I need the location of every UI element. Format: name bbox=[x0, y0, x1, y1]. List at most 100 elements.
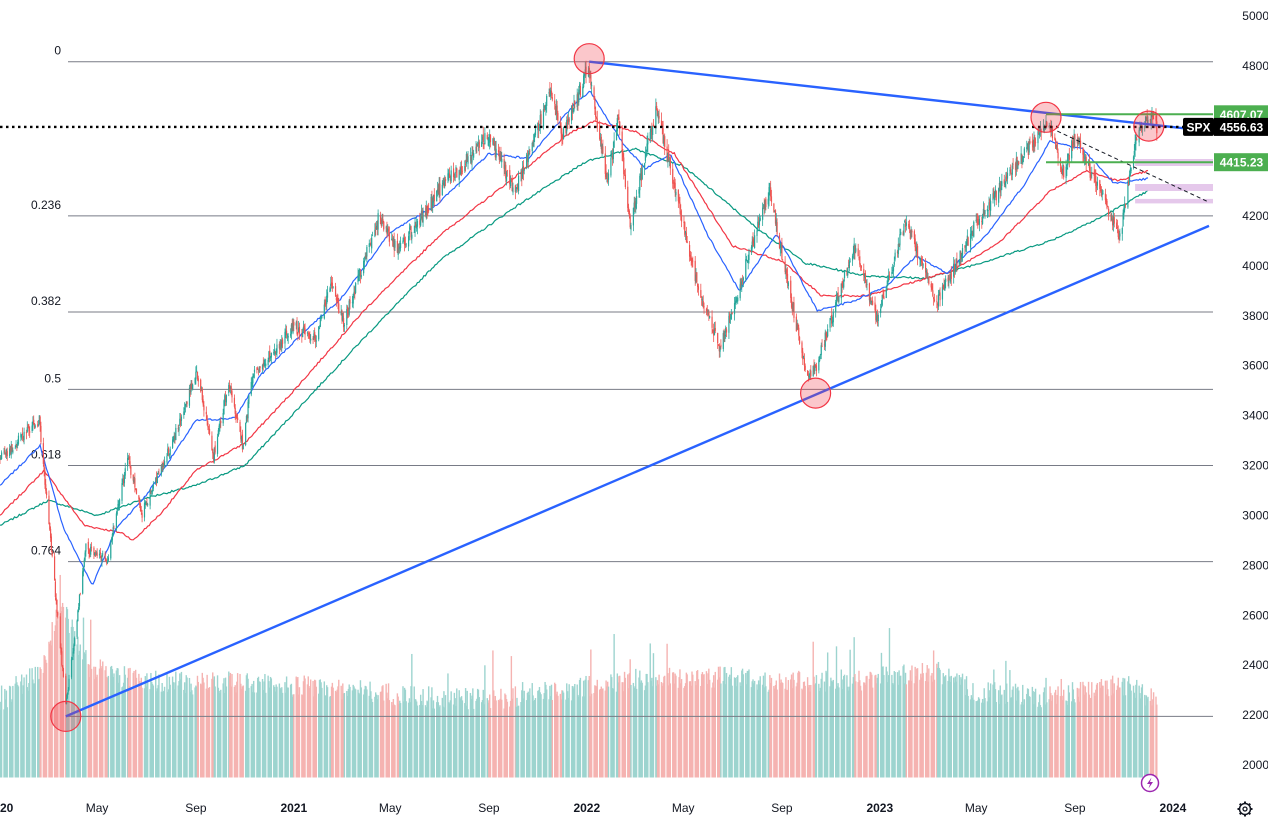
candle bbox=[1017, 160, 1019, 170]
candle bbox=[745, 253, 747, 282]
volume-bar bbox=[476, 698, 478, 778]
candle bbox=[776, 218, 778, 237]
volume-bar bbox=[171, 676, 174, 778]
volume-bar bbox=[166, 673, 168, 778]
candle bbox=[542, 102, 545, 130]
volume-bar bbox=[278, 683, 281, 778]
candle bbox=[729, 311, 731, 324]
candle bbox=[1105, 194, 1107, 206]
volume-bar bbox=[932, 681, 934, 778]
candle bbox=[437, 183, 439, 195]
volume-bar bbox=[102, 661, 104, 778]
volume-bar bbox=[224, 677, 227, 778]
candle bbox=[605, 164, 607, 180]
candle bbox=[702, 295, 704, 309]
candle bbox=[757, 215, 759, 232]
candle bbox=[330, 276, 332, 292]
volume-bar bbox=[1014, 683, 1017, 778]
candle bbox=[33, 415, 35, 425]
candle bbox=[1134, 134, 1136, 157]
candle bbox=[347, 307, 350, 318]
volume-bar bbox=[157, 685, 159, 778]
volume-bar bbox=[926, 665, 928, 778]
candle bbox=[366, 245, 368, 263]
volume-bar bbox=[795, 686, 798, 778]
candle bbox=[662, 120, 664, 144]
candle bbox=[411, 231, 413, 244]
candle bbox=[17, 439, 19, 449]
volume-bar bbox=[790, 674, 793, 778]
candle bbox=[790, 276, 792, 303]
drawings[interactable] bbox=[0, 43, 1213, 733]
candle bbox=[858, 256, 860, 261]
volume-bar bbox=[279, 687, 281, 778]
volume-bar bbox=[121, 687, 123, 778]
volume-bar bbox=[533, 701, 535, 778]
volume-bar bbox=[594, 685, 596, 778]
candle bbox=[89, 549, 91, 558]
candle bbox=[321, 315, 323, 319]
candle bbox=[189, 383, 191, 397]
candle bbox=[904, 219, 906, 224]
y-tick-label: 3800.00 bbox=[1242, 309, 1268, 323]
volume-bar bbox=[689, 681, 692, 778]
volume-bar bbox=[5, 690, 8, 778]
volume-bar bbox=[160, 691, 163, 778]
volume-bar bbox=[385, 683, 387, 778]
candle bbox=[684, 230, 687, 241]
volume-bar bbox=[1046, 702, 1048, 778]
candle bbox=[308, 332, 310, 339]
candle bbox=[970, 225, 972, 239]
volume-bar bbox=[724, 666, 726, 778]
candle bbox=[819, 353, 822, 360]
candle bbox=[562, 126, 565, 140]
pivot-circle bbox=[573, 43, 605, 75]
candle bbox=[528, 146, 530, 157]
volume-bar bbox=[1128, 676, 1130, 778]
volume-bar bbox=[922, 673, 924, 778]
volume-bar bbox=[1113, 683, 1115, 778]
volume-bar bbox=[4, 699, 7, 778]
volume-bar bbox=[402, 686, 404, 778]
gear-icon[interactable] bbox=[1237, 801, 1253, 817]
volume-bar bbox=[661, 685, 663, 778]
volume-bar bbox=[602, 688, 604, 778]
volume-bar bbox=[669, 683, 672, 778]
candle bbox=[717, 344, 720, 347]
volume-bar bbox=[500, 688, 502, 778]
candle bbox=[994, 185, 997, 198]
volume-bar bbox=[933, 679, 936, 778]
volume-bar bbox=[49, 643, 51, 778]
candle bbox=[286, 333, 288, 342]
candle bbox=[151, 490, 153, 496]
candle bbox=[639, 173, 641, 198]
volume-bar bbox=[38, 678, 41, 778]
lightning-icon[interactable] bbox=[1140, 773, 1160, 793]
volume-bar bbox=[1144, 705, 1147, 778]
volume-bar bbox=[110, 666, 112, 778]
candle bbox=[533, 133, 535, 148]
volume-bar bbox=[480, 702, 483, 778]
candle bbox=[72, 648, 74, 661]
volume-bar bbox=[806, 677, 809, 778]
volume-bar bbox=[375, 692, 377, 778]
candle bbox=[414, 216, 416, 237]
candle bbox=[785, 264, 787, 280]
volume-bar bbox=[375, 694, 378, 778]
volume-bar bbox=[758, 684, 761, 778]
volume-bar bbox=[904, 683, 906, 778]
candle bbox=[163, 456, 166, 469]
candle bbox=[612, 141, 614, 164]
volume-bar bbox=[545, 684, 547, 778]
pivot-circle bbox=[50, 700, 82, 733]
candle bbox=[767, 192, 769, 209]
volume-bar bbox=[118, 682, 120, 778]
candle bbox=[1124, 203, 1127, 208]
volume-bar bbox=[1048, 699, 1050, 778]
candle bbox=[391, 234, 394, 247]
volume-bar bbox=[194, 687, 196, 778]
candle bbox=[192, 383, 194, 391]
ui-controls[interactable] bbox=[1140, 773, 1253, 817]
